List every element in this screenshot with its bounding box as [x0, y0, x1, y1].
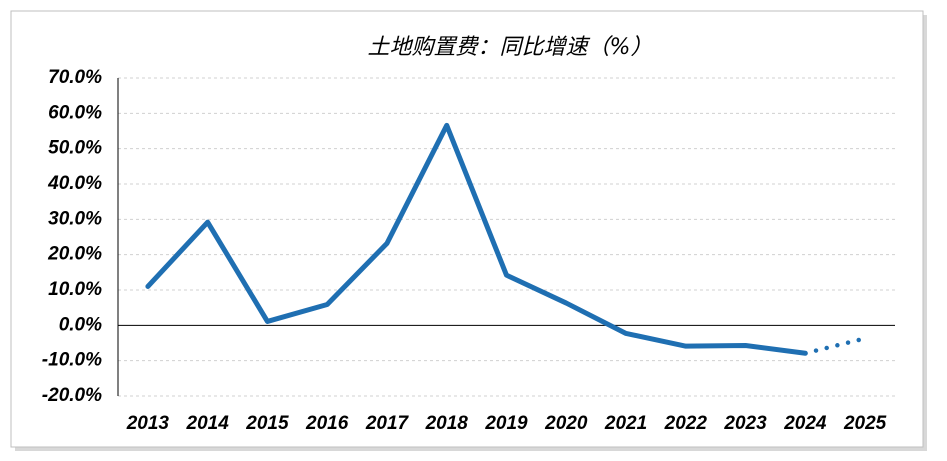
chart-title: 土地购置费：同比增速（%） [368, 35, 653, 60]
x-tick-label: 2019 [484, 413, 528, 434]
data-line [803, 336, 868, 356]
x-tick-label: 2018 [425, 413, 469, 434]
data-line [145, 122, 808, 356]
x-tick-label: 2014 [186, 413, 230, 434]
x-tick-label: 2017 [365, 413, 410, 434]
y-tick-label: 20.0% [47, 244, 102, 265]
y-tick-label: 30.0% [48, 208, 102, 229]
y-tick-label: 50.0% [48, 138, 102, 159]
x-tick-label: 2013 [126, 413, 170, 434]
y-tick-label: -20.0% [42, 385, 102, 406]
x-tick-label: 2016 [305, 413, 349, 434]
x-tick-label: 2025 [843, 413, 887, 434]
y-tick-label: -10.0% [42, 350, 102, 371]
y-tick-label: 60.0% [48, 102, 102, 123]
x-tick-label: 2024 [783, 413, 827, 434]
x-tick-label: 2023 [723, 413, 767, 434]
x-tick-label: 2015 [245, 413, 289, 434]
x-tick-label: 2021 [604, 413, 647, 434]
y-tick-label: 40.0% [47, 173, 102, 194]
y-tick-label: 70.0% [48, 67, 102, 88]
frame [10, 10, 924, 448]
x-tick-label: 2020 [544, 413, 588, 434]
y-tick-label: 10.0% [48, 279, 102, 300]
y-tick-label: 0.0% [59, 314, 102, 335]
x-tick-label: 2022 [664, 413, 708, 434]
